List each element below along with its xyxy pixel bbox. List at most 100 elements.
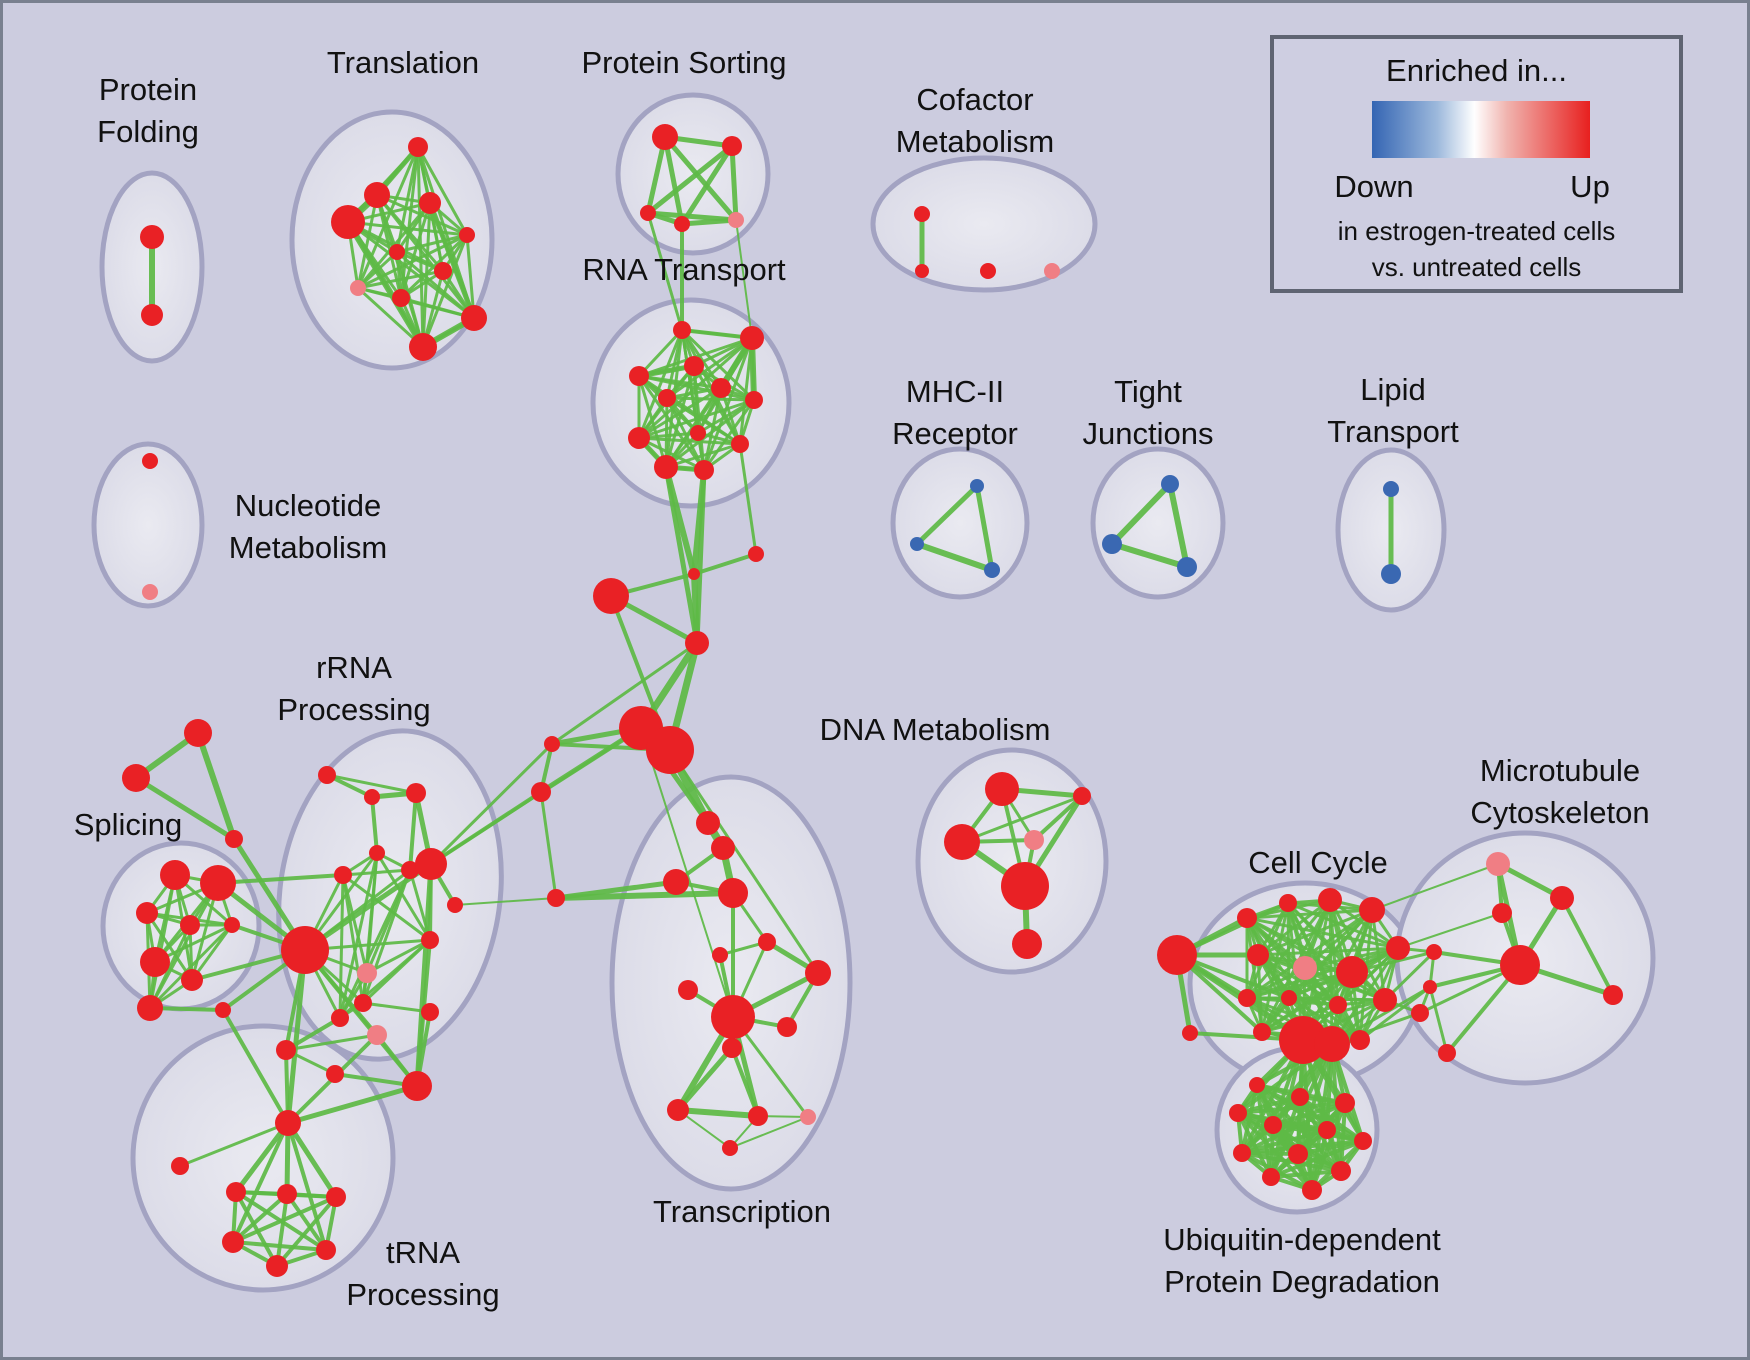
cluster-label-protein-folding-line2: Folding <box>97 114 199 149</box>
node-tc12 <box>667 1099 689 1121</box>
edge-rr3-rr5 <box>370 795 379 855</box>
node-rt7 <box>658 389 676 407</box>
node-ub4 <box>1229 1104 1247 1122</box>
node-tn3 <box>277 1184 297 1204</box>
node-sp2 <box>200 865 236 901</box>
cluster-label-cofactor-metabolism-line2: Metabolism <box>896 124 1055 159</box>
node-tn6 <box>316 1240 336 1260</box>
edge-sp1-sp8 <box>148 873 177 1010</box>
edge-spA-spC <box>195 730 237 842</box>
cluster-label-lipid-transport-line1: Lipid <box>1360 372 1426 407</box>
node-rr4 <box>406 783 426 803</box>
edge-mc5-tc9 <box>640 727 734 1018</box>
node-ccx1 <box>1411 1004 1429 1022</box>
node-rr17 <box>354 994 372 1012</box>
node-lh1 <box>544 736 560 752</box>
cluster-label-nucleotide-metabolism-line1: Nucleotide <box>235 488 381 523</box>
node-tr5 <box>459 227 475 243</box>
node-th <box>275 1110 301 1136</box>
cluster-label-trna-processing-line1: tRNA <box>386 1235 460 1270</box>
edge-ub6-ub8 <box>1240 1128 1329 1155</box>
node-pf2 <box>141 304 163 326</box>
edge-tr5-tr8 <box>356 233 469 290</box>
legend-box: Enriched in... Down Up in estrogen-treat… <box>1270 35 1683 293</box>
edge-tn3-tn5 <box>231 1192 289 1244</box>
node-rt8 <box>690 425 706 441</box>
cluster-ellipse-cofactor-metabolism <box>870 155 1098 293</box>
node-tc11 <box>722 1038 742 1058</box>
node-tr11 <box>409 333 437 361</box>
edge-ps2-ps3 <box>645 143 735 216</box>
node-rr3 <box>364 789 380 805</box>
node-rr18 <box>421 1003 439 1021</box>
edge-rt10-rt11 <box>664 442 742 469</box>
node-tc8 <box>678 980 698 1000</box>
edge-ps1-ps5 <box>662 134 739 223</box>
node-pf1 <box>140 225 164 249</box>
edge-rt9-rt12 <box>637 436 706 472</box>
node-ub5 <box>1264 1116 1282 1134</box>
edge-rr10-rr17 <box>361 938 432 1005</box>
cluster-label-rrna-processing-line2: Processing <box>277 692 430 727</box>
edge-tr5-tr6 <box>395 233 469 254</box>
edge-rt6-rt12 <box>702 398 756 472</box>
node-tn5 <box>222 1231 244 1253</box>
edge-tr5-tr11 <box>421 233 469 349</box>
legend-title: Enriched in... <box>1386 53 1567 88</box>
node-tr6 <box>389 244 405 260</box>
node-if1 <box>215 1002 231 1018</box>
cluster-label-splicing-line1: Splicing <box>74 807 183 842</box>
cluster-label-ubiquitin-degradation-line1: Ubiquitin-dependent <box>1163 1222 1441 1257</box>
edge-tn5-tn6 <box>231 1240 328 1252</box>
node-ps2 <box>722 136 742 156</box>
edge-cc8-mt3 <box>1397 912 1503 949</box>
node-rt5 <box>711 378 731 398</box>
cluster-label-lipid-transport-line2: Transport <box>1327 414 1459 449</box>
node-tc9 <box>711 995 755 1039</box>
cluster-label-rrna-processing-line1: rRNA <box>316 650 392 685</box>
node-mc6 <box>646 726 694 774</box>
node-tc7 <box>805 960 831 986</box>
cluster-ellipse-nucleotide-metabolism <box>91 441 205 609</box>
edge-rt11-mc4 <box>663 464 700 646</box>
node-lt1 <box>1383 481 1399 497</box>
node-tr1 <box>408 137 428 157</box>
edge-tr8-tr11 <box>356 286 425 349</box>
node-ub1 <box>1249 1077 1265 1093</box>
node-rr2 <box>318 766 336 784</box>
node-mh3 <box>984 562 1000 578</box>
edge-ps5-rt2 <box>735 219 753 339</box>
edge-tn2-tn7 <box>234 1190 279 1268</box>
edge-cc3-ccb2 <box>1328 898 1334 1046</box>
edge-cch-cc2 <box>1175 901 1290 957</box>
node-rr1 <box>281 926 329 974</box>
edge-cc5-cc8 <box>1256 946 1400 957</box>
edge-rr6-rr7 <box>341 868 412 877</box>
node-tj2 <box>1102 534 1122 554</box>
node-rt3 <box>684 356 704 376</box>
node-cc16 <box>1350 1030 1370 1050</box>
edge-ps3-rt1 <box>646 211 684 332</box>
edge-sp5-sp8 <box>148 923 234 1010</box>
node-tr3 <box>419 192 441 214</box>
node-rr9 <box>357 963 377 983</box>
edge-ps2-ps4 <box>679 143 735 227</box>
edge-ps4-ps5 <box>679 217 739 227</box>
edge-cc3-cc5 <box>1256 898 1332 957</box>
edge-tn3-tn7 <box>275 1192 289 1268</box>
node-rr15 <box>326 1065 344 1083</box>
node-mc2 <box>748 546 764 562</box>
edge-rr9-rr10 <box>365 938 432 975</box>
node-rt6 <box>745 391 763 409</box>
edge-sp2-rr6 <box>216 873 345 885</box>
node-ub7 <box>1354 1132 1372 1150</box>
edge-mh1-mh3 <box>974 483 995 573</box>
edge-tr1-tr8 <box>356 145 420 290</box>
edge-rt7-rt10 <box>665 396 742 446</box>
node-tc10 <box>777 1017 797 1037</box>
cluster-label-mhc-ii-receptor-line2: Receptor <box>892 416 1018 451</box>
legend-caption-line2: vs. untreated cells <box>1371 252 1582 282</box>
